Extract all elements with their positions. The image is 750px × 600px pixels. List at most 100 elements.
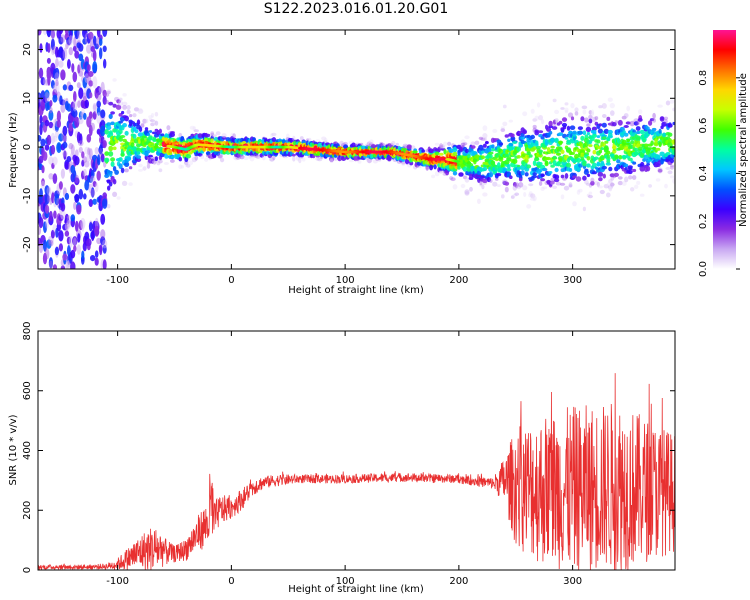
spectral-mark — [90, 255, 96, 262]
spectral-mark — [546, 127, 552, 132]
spectral-mark — [460, 142, 466, 148]
spectral-mark — [608, 166, 613, 172]
spectral-mark — [96, 105, 101, 116]
spectral-mark — [379, 141, 384, 147]
spectral-mark — [76, 244, 81, 255]
spectral-mark — [551, 126, 558, 130]
spectral-mark — [76, 204, 82, 215]
spectral-mark — [621, 115, 627, 120]
spectral-mark — [64, 161, 70, 170]
spectral-mark — [88, 222, 93, 232]
colorbar-gradient — [713, 30, 736, 269]
spectral-mark — [541, 167, 548, 172]
spectrogram-x-ticks: -100 0 100 200 300 — [106, 30, 582, 286]
spectral-mark — [86, 151, 92, 162]
spectral-mark — [657, 168, 663, 173]
spectral-mark — [73, 91, 77, 103]
spectral-mark — [512, 141, 518, 144]
spectral-mark — [554, 137, 559, 144]
spectral-mark — [146, 163, 151, 169]
spectral-mark — [52, 94, 58, 103]
spectral-mark — [558, 120, 563, 125]
spectral-mark — [38, 225, 42, 235]
spectral-mark — [77, 30, 81, 39]
spectral-mark — [62, 141, 68, 149]
spectral-mark — [66, 103, 72, 112]
spectral-mark — [285, 133, 290, 140]
spectral-mark — [148, 130, 153, 133]
spectral-mark — [88, 111, 93, 119]
spectral-mark — [68, 35, 74, 45]
spectral-mark — [500, 126, 505, 130]
spectral-mark — [110, 161, 115, 167]
spectral-mark — [301, 157, 306, 162]
spectral-mark — [92, 102, 97, 110]
spectral-mark — [574, 153, 579, 160]
spectral-mark — [609, 102, 615, 109]
spectral-mark — [48, 173, 54, 180]
spectral-mark — [449, 176, 454, 180]
snr-y-ticks: 0 200 400 600 800 — [22, 321, 675, 573]
spectral-mark — [197, 152, 203, 157]
spectral-mark — [548, 130, 553, 135]
spectral-mark — [109, 171, 113, 177]
spectral-mark — [504, 186, 509, 193]
spectral-mark — [552, 119, 557, 125]
spectral-mark — [150, 113, 155, 118]
spectral-mark — [488, 171, 494, 178]
spectral-mark — [560, 107, 565, 110]
spectral-mark — [603, 184, 609, 189]
spectral-mark — [104, 157, 110, 163]
spectral-mark — [38, 135, 42, 142]
spectral-mark — [67, 59, 71, 69]
spectral-mark — [47, 43, 51, 53]
spectral-mark — [482, 192, 488, 197]
spectral-mark — [50, 38, 55, 51]
spectral-mark — [534, 157, 540, 162]
spectral-mark — [94, 182, 99, 193]
spectral-mark — [469, 186, 473, 192]
spectral-mark — [128, 114, 133, 118]
spectral-mark — [664, 119, 668, 124]
spectral-mark — [92, 49, 97, 62]
spectral-mark — [585, 182, 592, 186]
spectral-mark — [462, 142, 468, 146]
spectral-mark — [292, 156, 296, 162]
spectral-mark — [606, 192, 611, 198]
spectral-mark — [138, 108, 143, 112]
spectrogram-x-tick-label: -100 — [106, 275, 129, 286]
spectral-mark — [281, 139, 286, 143]
spectral-mark — [586, 163, 591, 168]
spectral-mark — [138, 163, 143, 168]
spectral-mark — [90, 122, 95, 132]
spectral-mark — [103, 58, 107, 69]
spectral-mark — [624, 176, 629, 183]
spectral-mark — [448, 148, 454, 153]
spectral-mark — [667, 123, 673, 128]
spectral-mark — [635, 126, 641, 131]
spectral-mark — [536, 102, 541, 108]
spectral-mark — [610, 176, 615, 181]
spectral-mark — [632, 175, 637, 180]
spectral-mark — [564, 107, 569, 112]
spectral-mark — [570, 116, 575, 121]
spectral-mark — [548, 120, 553, 127]
spectral-mark — [457, 166, 461, 170]
spectral-mark — [566, 125, 571, 131]
spectral-mark — [575, 157, 582, 163]
spectral-mark — [54, 81, 60, 94]
spectral-mark — [249, 155, 255, 158]
spectral-mark — [46, 186, 52, 196]
spectral-mark — [339, 140, 345, 147]
spectral-mark — [433, 164, 437, 170]
spectral-mark — [163, 162, 169, 165]
spectral-mark — [522, 111, 528, 117]
spectral-mark — [74, 177, 80, 186]
spectral-mark — [134, 129, 139, 134]
spectral-mark — [642, 138, 646, 143]
snr-marks — [38, 373, 675, 570]
spectral-mark — [204, 157, 209, 162]
spectral-mark — [421, 149, 426, 153]
spectral-mark — [232, 133, 236, 139]
spectral-mark — [48, 156, 54, 165]
